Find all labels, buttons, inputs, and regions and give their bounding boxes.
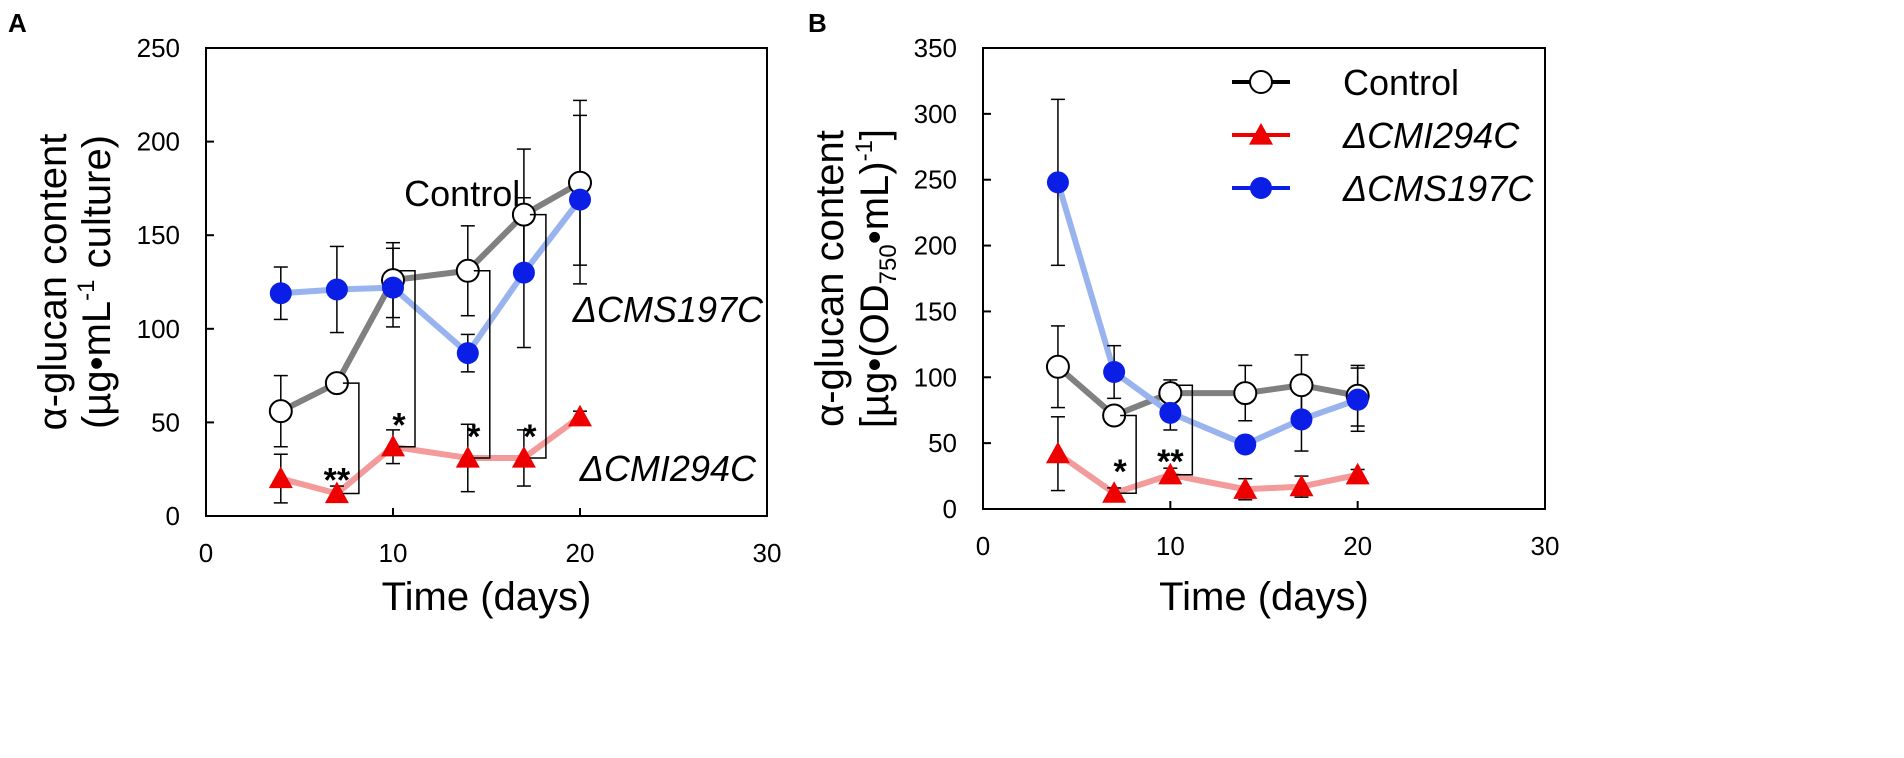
y-axis-title-part: ]: [853, 129, 897, 140]
y-tick-label: 250: [137, 33, 180, 63]
data-point: [268, 399, 293, 424]
data-point: [381, 434, 405, 457]
y-axis-title-part: [µg•(OD: [853, 284, 897, 428]
y-tick-label: 100: [914, 362, 957, 392]
series-annotation: ΔCMS197C: [572, 289, 764, 330]
y-axis-title-sub: 750: [875, 244, 902, 284]
x-tick-label: 10: [1156, 531, 1185, 561]
legend-marker: [1249, 123, 1273, 145]
significance-star: **: [1157, 443, 1184, 481]
series-line: [1054, 363, 1361, 419]
y-tick-label: 50: [928, 428, 957, 458]
panel-a: A 0 50 100 150 200 250 0 10 20 30 Time (days) α-gluc…: [8, 8, 781, 619]
data-point: [511, 445, 536, 468]
data-point: [268, 466, 293, 489]
data-point: [1233, 381, 1258, 406]
y-axis-title-sup: -1: [73, 279, 100, 300]
y-tick-label: 250: [914, 165, 957, 195]
y-tick-label: 150: [137, 220, 180, 250]
data-point: [324, 481, 349, 504]
significance-bracket: [399, 270, 416, 448]
legend-label: ΔCMI294C: [1342, 115, 1520, 156]
legend-marker: [1249, 70, 1273, 94]
series-line: [277, 413, 583, 497]
y-axis-title-line1: α-glucan content: [31, 134, 75, 431]
legend-marker: [1250, 177, 1272, 199]
significance-bracket: [473, 270, 491, 459]
data-point: [569, 188, 591, 211]
x-tick-label: 10: [379, 538, 408, 568]
y-axis-title-line1: α-glucan content: [808, 130, 852, 427]
y-tick-label: 0: [943, 494, 957, 524]
significance-star: *: [392, 407, 406, 445]
data-point: [1345, 462, 1370, 485]
plot-frame: [205, 47, 768, 517]
y-tick-label: 50: [151, 407, 180, 437]
y-axis-title-part: culture): [75, 135, 119, 280]
y-tick-label: 200: [914, 231, 957, 261]
x-tick-label: 0: [976, 531, 990, 561]
y-axis-title-part: •mL): [853, 161, 897, 244]
data-point: [512, 261, 535, 284]
significance-star: *: [467, 418, 481, 456]
data-point: [1045, 354, 1070, 379]
significance-bracket: [1120, 414, 1137, 494]
x-tick-label: 20: [566, 538, 595, 568]
significance-star: *: [1114, 453, 1128, 491]
data-point: [568, 404, 592, 427]
plot-frame: [982, 47, 1546, 510]
data-point: [1159, 401, 1182, 424]
significance-star: **: [324, 462, 351, 500]
data-point: [1233, 477, 1258, 499]
legend: Control ΔCMI294C ΔCMS197C: [1232, 62, 1534, 209]
y-tick-label: 200: [137, 127, 180, 157]
y-tick-label: 350: [914, 33, 957, 63]
data-point: [456, 342, 479, 365]
x-tick-label: 0: [199, 538, 213, 568]
data-point: [1289, 474, 1314, 497]
data-point: [269, 282, 292, 305]
x-axis-title: Time (days): [1159, 575, 1369, 619]
series-annotation: Control: [404, 173, 520, 214]
data-point: [1290, 408, 1313, 431]
y-tick-label: 0: [166, 501, 180, 531]
x-tick-label: 30: [1531, 531, 1560, 561]
series-annotation: ΔCMI294C: [579, 448, 757, 489]
legend-label: Control: [1343, 62, 1459, 103]
data-point: [1346, 388, 1369, 411]
y-tick-label: 300: [914, 99, 957, 129]
significance-bracket: [342, 382, 360, 495]
y-tick-label: 100: [137, 314, 180, 344]
y-axis-title-part: (µg•mL: [75, 301, 119, 429]
significance-bracket: [529, 213, 547, 459]
x-tick-label: 30: [753, 538, 782, 568]
panel-label: A: [8, 8, 27, 38]
data-point: [1234, 433, 1257, 456]
panel-b: B 0 50 100 150 200 250 300 350 0 10 20 30 Time (days)…: [808, 8, 1559, 619]
series-line: [1054, 450, 1361, 497]
data-point: [1289, 373, 1314, 398]
data-point: [455, 445, 480, 468]
significance-bracket: [1176, 384, 1194, 476]
data-point: [1103, 361, 1126, 384]
data-point: [382, 276, 404, 299]
x-tick-label: 20: [1343, 531, 1372, 561]
legend-label: ΔCMS197C: [1342, 168, 1534, 209]
y-axis-title-sup: -1: [851, 140, 878, 161]
data-point: [1158, 462, 1183, 485]
significance-star: *: [523, 418, 537, 456]
data-point: [1102, 481, 1127, 503]
data-point: [325, 278, 348, 301]
x-axis-title: Time (days): [382, 575, 592, 619]
data-point: [1045, 441, 1070, 464]
panel-label: B: [808, 8, 827, 38]
data-point: [1046, 171, 1069, 194]
y-axis-title-line2: (µg•mL-1 culture): [73, 135, 119, 429]
y-axis-title-line2: [µg•(OD750•mL)-1]: [851, 129, 902, 428]
y-tick-label: 150: [914, 296, 957, 326]
